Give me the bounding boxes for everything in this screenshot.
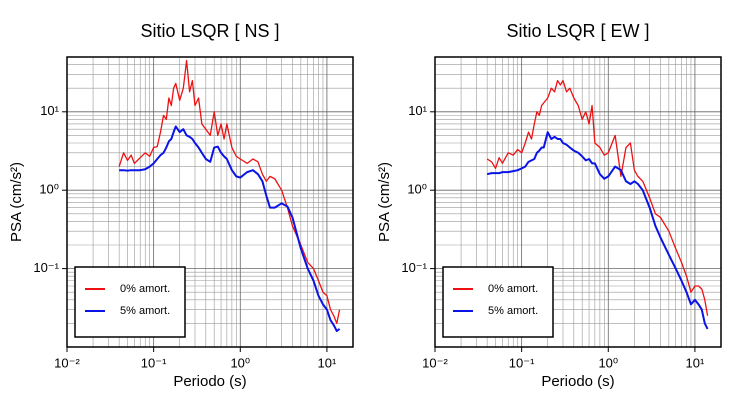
legend-label: 5% amort. [488, 305, 538, 317]
legend-box [442, 266, 554, 338]
legend-box [74, 266, 186, 338]
series-line [486, 79, 709, 316]
plot-frame [434, 56, 722, 348]
chart-title: Sitio LSQR [ EW ] [506, 21, 649, 41]
legend-label: 0% amort. [120, 283, 170, 295]
x-tick-label: 10⁻² [54, 355, 80, 370]
y-tick-label: 10¹ [408, 103, 427, 118]
y-tick-label: 10⁻¹ [33, 260, 59, 275]
legend: 0% amort. 5% amort. [74, 266, 186, 338]
legend-label: 0% amort. [488, 283, 538, 295]
x-tick-label: 10⁰ [598, 355, 618, 370]
series-line [119, 125, 341, 332]
x-axis-label: Periodo (s) [173, 373, 246, 390]
x-tick-label: 10¹ [318, 355, 337, 370]
x-axis-label: Periodo (s) [541, 373, 614, 390]
series-line [486, 131, 709, 330]
y-tick-label: 10⁰ [39, 182, 59, 197]
y-axis-label: PSA (cm/s²) [376, 162, 393, 242]
chart-title: Sitio LSQR [ NS ] [140, 21, 279, 41]
panel: Sitio LSQR [ NS ] 10⁻² 10⁻¹ 10⁰ 10¹ 10⁻¹ 10⁰ 10… [8, 21, 354, 390]
legend: 0% amort. 5% amort. [442, 266, 554, 338]
y-tick-label: 10⁻¹ [401, 260, 427, 275]
y-axis-label: PSA (cm/s²) [8, 162, 25, 242]
x-tick-label: 10⁻¹ [141, 355, 167, 370]
x-tick-label: 10⁻² [422, 355, 448, 370]
panel: Sitio LSQR [ EW ] 10⁻² 10⁻¹ 10⁰ 10¹ 10⁻¹ 10⁰ 10… [376, 21, 722, 390]
x-tick-label: 10¹ [686, 355, 705, 370]
plot-frame [66, 56, 354, 348]
y-tick-label: 10¹ [40, 103, 59, 118]
x-tick-label: 10⁰ [230, 355, 250, 370]
legend-label: 5% amort. [120, 305, 170, 317]
x-tick-label: 10⁻¹ [509, 355, 535, 370]
y-tick-label: 10⁰ [407, 182, 427, 197]
